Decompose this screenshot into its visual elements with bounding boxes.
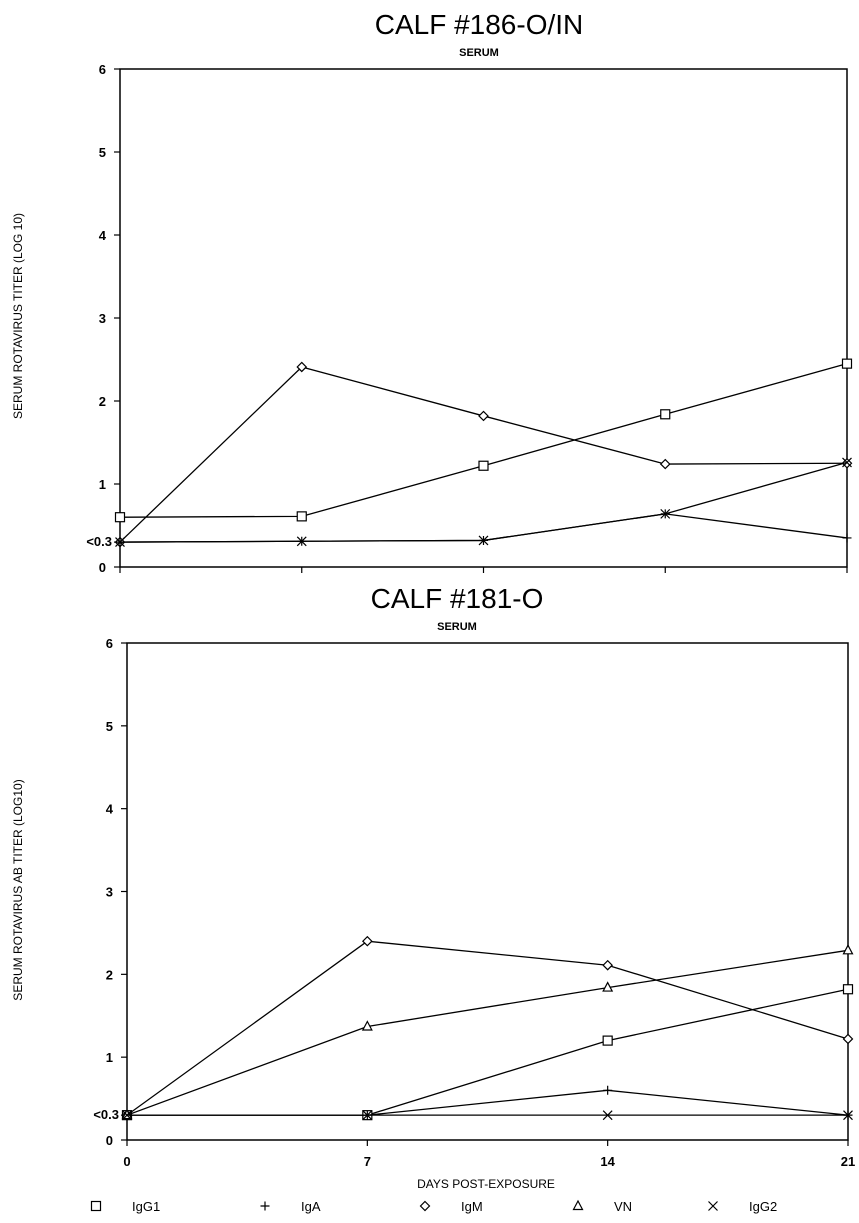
x-tick-label: 21 <box>841 1154 855 1169</box>
y-ticks: 0 1 2 3 4 5 6 <0.3 <box>86 62 120 575</box>
series-igm <box>121 935 854 1121</box>
plot-frame <box>126 642 849 1141</box>
data-point <box>361 1020 373 1031</box>
y-tick-label: 5 <box>106 719 113 734</box>
y-tick-label: 4 <box>106 802 114 817</box>
x-tick-label: 0 <box>123 1154 130 1169</box>
x-tick-label: 7 <box>364 1154 371 1169</box>
data-point <box>841 358 853 369</box>
data-point <box>843 1110 853 1121</box>
series-line <box>127 1089 849 1116</box>
series-igg1 <box>121 984 854 1121</box>
x-tick-label: 14 <box>600 1154 615 1169</box>
series-igg1 <box>114 358 853 523</box>
legend-label: IgM <box>461 1199 483 1214</box>
triangle-icon <box>572 1199 584 1211</box>
data-point <box>602 1110 613 1121</box>
legend-item-iga: IgA <box>260 1199 321 1214</box>
cross-icon <box>708 1201 718 1211</box>
chart-title: CALF #181-O <box>371 583 544 614</box>
series-line <box>119 363 848 518</box>
series-layer <box>121 935 854 1121</box>
series-igg2 <box>115 457 852 548</box>
data-point <box>296 511 307 522</box>
y-tick-label: 2 <box>106 967 113 982</box>
chart-subtitle: SERUM <box>437 621 477 633</box>
y-tick-label: 3 <box>106 885 113 900</box>
chart-calf-186: CALF #186-O/IN SERUM SERUM ROTAVIRUS TIT… <box>11 9 853 575</box>
data-point <box>659 458 671 470</box>
series-layer <box>114 358 853 548</box>
data-point <box>361 935 373 947</box>
data-point <box>842 984 854 995</box>
data-point <box>842 1033 854 1045</box>
legend-label: VN <box>614 1199 632 1214</box>
data-point <box>362 1110 373 1121</box>
y-floor-label: <0.3 <box>86 534 112 549</box>
data-point <box>478 460 489 471</box>
data-point <box>660 508 671 519</box>
y-tick-label: 1 <box>99 477 106 492</box>
y-tick-label: 3 <box>99 311 106 326</box>
data-point <box>602 1035 613 1046</box>
data-point <box>660 409 671 420</box>
y-tick-label: 2 <box>99 394 106 409</box>
y-tick-label: 5 <box>99 145 106 160</box>
chart-subtitle: SERUM <box>459 47 499 59</box>
y-floor-label: <0.3 <box>93 1107 119 1122</box>
y-axis-label: SERUM ROTAVIRUS AB TITER (LOG10) <box>11 779 25 1000</box>
y-tick-label: 6 <box>99 62 106 77</box>
series-line <box>127 988 849 1116</box>
plus-icon <box>260 1201 270 1211</box>
series-line <box>126 949 849 1116</box>
data-point <box>603 1085 613 1095</box>
square-icon <box>90 1200 102 1212</box>
y-tick-label: 1 <box>106 1050 113 1065</box>
data-point <box>478 410 489 422</box>
legend-label: IgG1 <box>132 1199 160 1214</box>
y-axis-label: SERUM ROTAVIRUS TITER (LOG 10) <box>11 213 25 419</box>
data-point <box>478 535 489 546</box>
x-ticks: 0 7 14 21 <box>123 1140 855 1169</box>
data-point <box>115 537 125 548</box>
series-igm <box>114 361 853 548</box>
x-axis-label: DAYS POST-EXPOSURE <box>417 1177 555 1191</box>
data-point <box>602 981 614 992</box>
series-line <box>119 461 848 543</box>
data-point <box>114 512 126 523</box>
plot-frame <box>119 68 848 568</box>
data-point <box>842 533 852 543</box>
legend: IgG1 IgA IgM VN IgG2 <box>90 1199 777 1214</box>
data-point <box>296 536 307 547</box>
legend-item-vn: VN <box>572 1199 632 1214</box>
data-point <box>842 457 852 468</box>
series-igg2 <box>122 1110 853 1121</box>
series-line <box>119 366 848 543</box>
chart-title: CALF #186-O/IN <box>375 9 584 40</box>
series-vn <box>121 944 854 1120</box>
y-tick-label: 4 <box>99 228 107 243</box>
y-tick-label: 0 <box>99 560 106 575</box>
y-tick-label: 0 <box>106 1133 113 1148</box>
chart-calf-181: CALF #181-O SERUM SERUM ROTAVIRUS AB TIT… <box>11 583 855 1191</box>
x-ticks <box>119 567 848 573</box>
data-point <box>296 361 308 373</box>
data-point <box>122 1110 132 1121</box>
legend-item-igg2: IgG2 <box>708 1199 777 1214</box>
data-point <box>842 944 854 955</box>
legend-label: IgA <box>301 1199 321 1214</box>
legend-item-igm: IgM <box>419 1199 483 1214</box>
legend-label: IgG2 <box>749 1199 777 1214</box>
y-tick-label: 6 <box>106 636 113 651</box>
series-line <box>126 940 849 1116</box>
data-point <box>602 959 614 971</box>
y-ticks: 0 1 2 3 4 5 6 <0.3 <box>93 636 127 1148</box>
legend-item-igg1: IgG1 <box>90 1199 160 1214</box>
diamond-icon <box>419 1200 431 1212</box>
